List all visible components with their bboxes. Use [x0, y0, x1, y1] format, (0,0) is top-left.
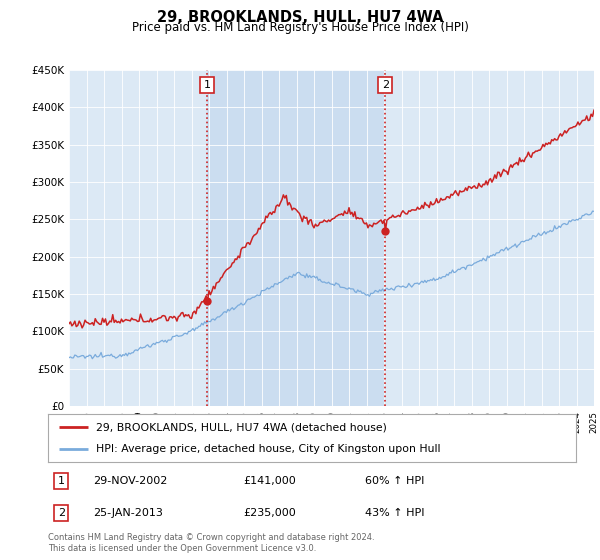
Text: Price paid vs. HM Land Registry's House Price Index (HPI): Price paid vs. HM Land Registry's House … [131, 21, 469, 34]
Text: 2: 2 [382, 80, 389, 90]
Text: 29-NOV-2002: 29-NOV-2002 [93, 476, 167, 486]
Text: £235,000: £235,000 [244, 508, 296, 518]
Text: HPI: Average price, detached house, City of Kingston upon Hull: HPI: Average price, detached house, City… [95, 444, 440, 454]
Text: 43% ↑ HPI: 43% ↑ HPI [365, 508, 424, 518]
Text: 60% ↑ HPI: 60% ↑ HPI [365, 476, 424, 486]
Text: 2: 2 [58, 508, 65, 518]
Bar [207, 70, 385, 406]
Text: £141,000: £141,000 [244, 476, 296, 486]
Text: 29, BROOKLANDS, HULL, HU7 4WA: 29, BROOKLANDS, HULL, HU7 4WA [157, 10, 443, 25]
Text: 29, BROOKLANDS, HULL, HU7 4WA (detached house): 29, BROOKLANDS, HULL, HU7 4WA (detached … [95, 422, 386, 432]
Text: Contains HM Land Registry data © Crown copyright and database right 2024.
This d: Contains HM Land Registry data © Crown c… [48, 533, 374, 553]
Text: 25-JAN-2013: 25-JAN-2013 [93, 508, 163, 518]
Text: 1: 1 [204, 80, 211, 90]
Text: 1: 1 [58, 476, 65, 486]
